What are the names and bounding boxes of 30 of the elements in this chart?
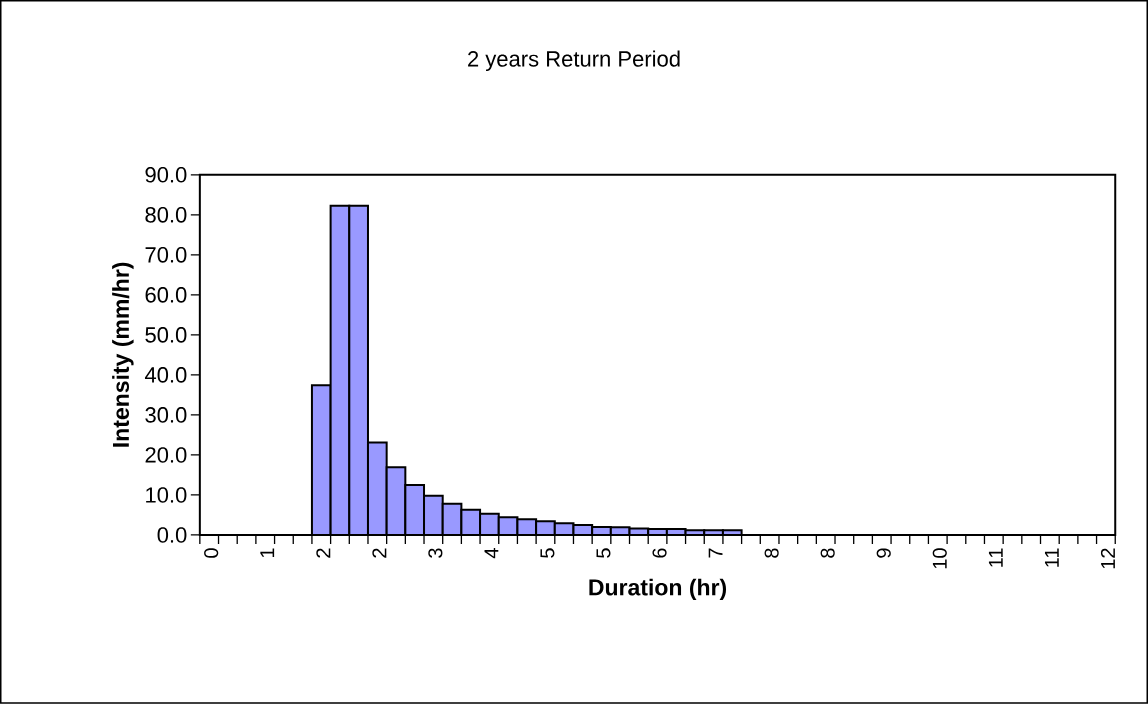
x-tick-label: 5 [596,548,611,558]
x-tick-label: 6 [652,548,667,558]
x-tick-label: 9 [876,548,891,558]
x-tick-label: 2 [372,548,387,558]
y-tick-label: 70.0 [145,247,187,263]
x-tick-label: 7 [708,548,723,558]
x-axis-title: Duration (hr) [589,578,727,601]
chart-title: 2 years Return Period [468,50,680,72]
y-tick-label: 0.0 [157,527,187,543]
x-tick-label: 11 [988,548,1003,567]
x-tick-label: 8 [764,548,779,558]
y-tick-label: 40.0 [144,367,187,383]
x-tick-label: 8 [820,548,835,558]
x-tick-label: 0 [204,548,219,558]
x-tick-label: 3 [428,548,443,558]
y-tick-label: 30.0 [145,407,187,423]
x-tick-label: 10 [932,548,947,569]
y-tick-label: 90.0 [145,167,187,183]
y-axis-title: Intensity (mm/hr) [112,262,134,447]
x-tick-label: 1 [260,548,275,558]
y-tick-label: 50.0 [145,327,187,343]
x-tick-label: 5 [540,548,555,558]
y-tick-label: 80.0 [145,207,187,223]
y-tick-label: 60.0 [145,287,187,303]
x-tick-label: 12 [1100,548,1115,569]
y-tick-label: 10.0 [146,487,187,503]
y-tick-label: 20.0 [145,447,187,463]
x-tick-label: 2 [316,548,331,558]
x-tick-label: 11 [1044,548,1059,567]
x-tick-label: 4 [484,548,499,559]
